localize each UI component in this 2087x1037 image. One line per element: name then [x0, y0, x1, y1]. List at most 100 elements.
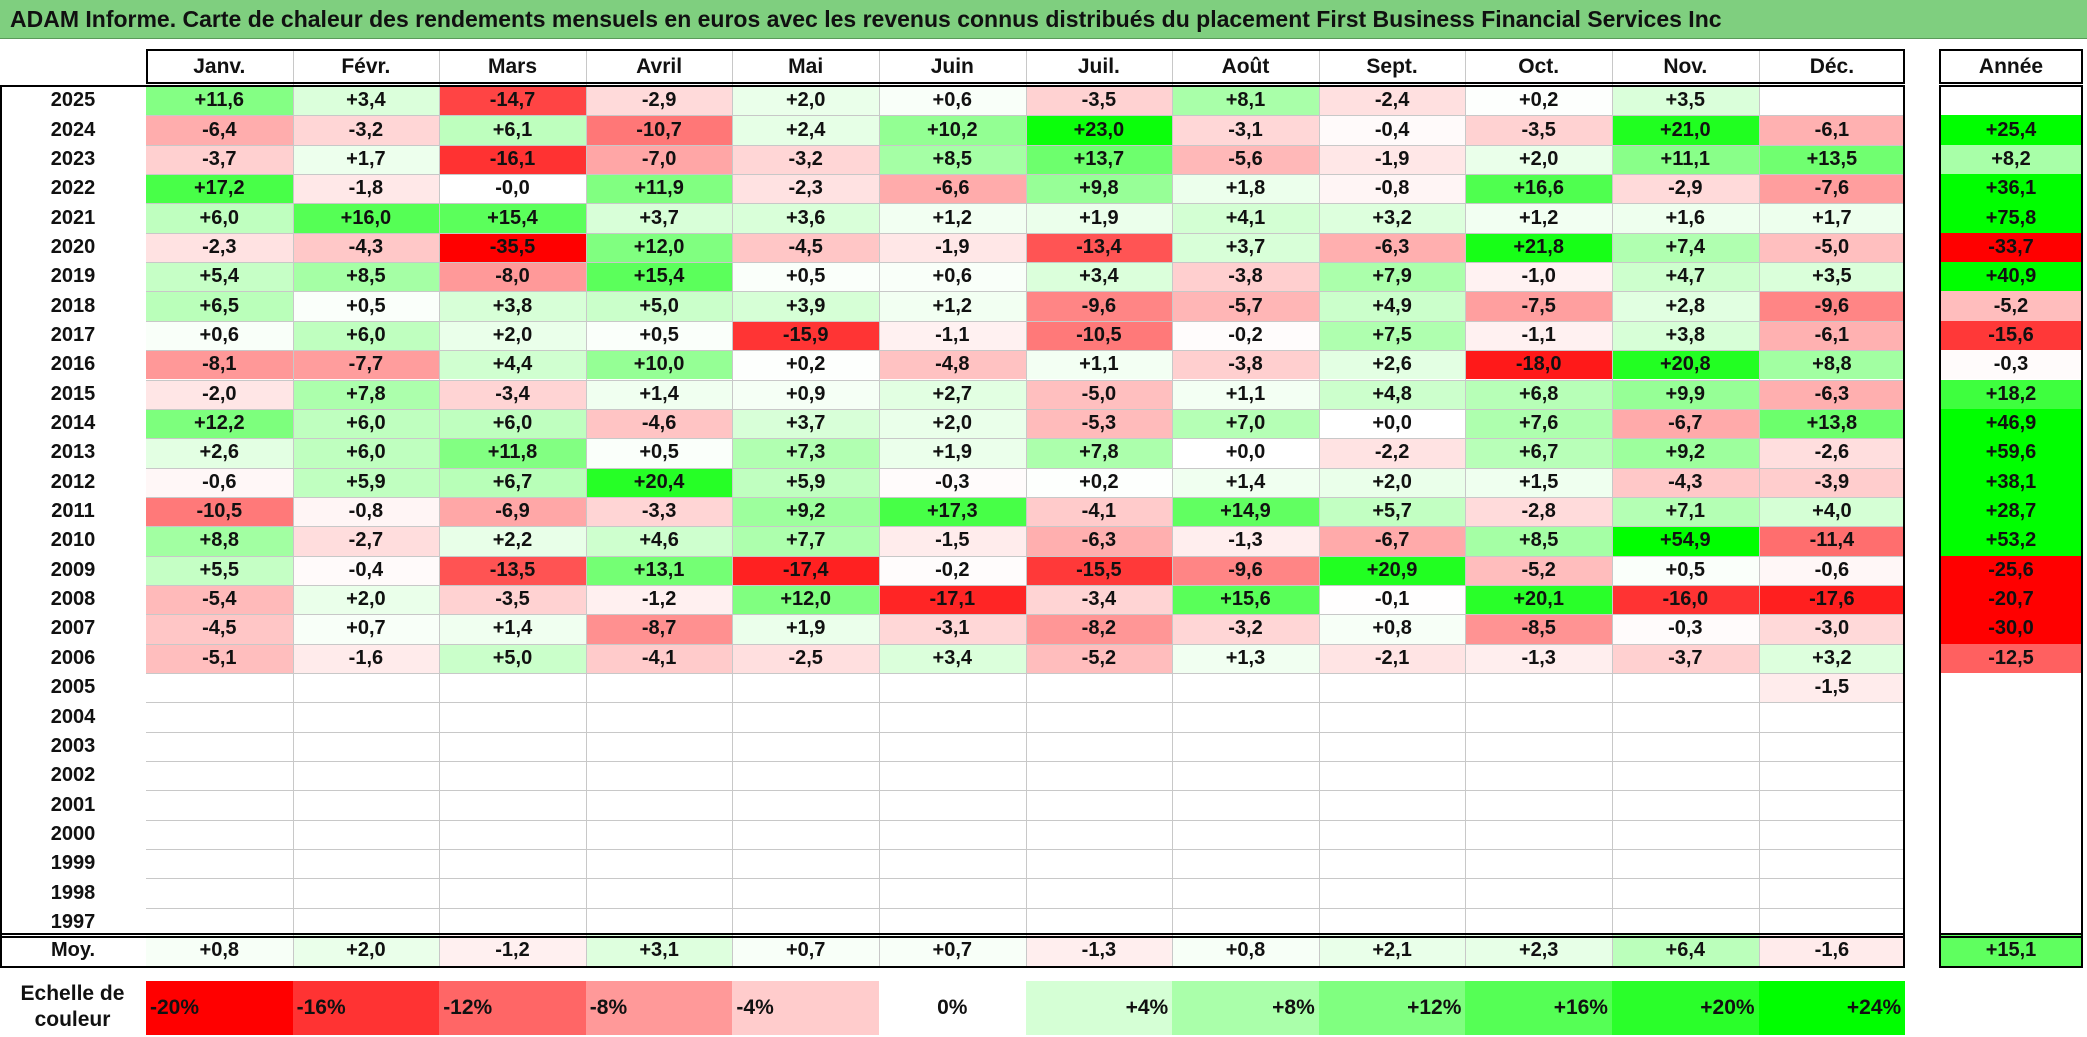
grid-line [732, 49, 733, 968]
heat-cell [732, 731, 879, 762]
heat-cell: -2,2 [1318, 438, 1466, 468]
annual-cell: -0,3 [1939, 350, 2083, 380]
annual-cell: -12,5 [1939, 643, 2083, 673]
grid-line [146, 673, 1906, 674]
heat-cell: +5,0 [439, 643, 586, 673]
heat-cell: +8,8 [146, 526, 293, 556]
grid-line [1465, 49, 1466, 968]
heat-cell [146, 731, 293, 762]
heat-cell: +8,5 [292, 262, 440, 292]
heat-cell: -1,2 [585, 584, 733, 615]
heat-cell: +1,7 [292, 144, 440, 175]
year-label: 2013 [50, 441, 96, 464]
heat-cell [732, 907, 879, 938]
heat-cell: +0,6 [879, 86, 1026, 116]
grid-line [1612, 49, 1613, 968]
heat-cell: +3,4 [879, 643, 1026, 673]
color-scale-stop: +20% [1612, 981, 1759, 1035]
grid-line [146, 732, 1906, 733]
heat-cell: +8,5 [879, 144, 1026, 175]
heat-cell: -2,4 [1318, 86, 1466, 116]
grid-line [146, 115, 1906, 116]
heat-cell: +1,4 [1172, 467, 1319, 497]
grid-line [146, 350, 1906, 351]
heat-cell [146, 819, 293, 850]
heat-cell: +2,0 [879, 408, 1026, 439]
heat-cell: +16,0 [292, 203, 440, 233]
heat-cell [1025, 849, 1173, 879]
grid-line [146, 174, 1906, 175]
heat-cell: +1,2 [1465, 203, 1612, 233]
color-scale-stop: +8% [1172, 981, 1319, 1035]
average-annual-cell: +15,1 [1939, 933, 2083, 968]
color-scale-label: Echelle de couleur [20, 981, 125, 1031]
heat-cell: +1,1 [1172, 379, 1319, 409]
heat-cell: +15,4 [585, 262, 733, 292]
year-label: 2006 [50, 646, 96, 669]
heat-cell: +4,6 [585, 526, 733, 556]
heat-cell: +0,9 [732, 379, 879, 409]
heat-cell: +1,2 [879, 291, 1026, 321]
heat-cell: -4,3 [1612, 467, 1759, 497]
year-label: 2003 [50, 734, 96, 757]
grid-line [146, 203, 1906, 204]
heat-cell [1172, 819, 1319, 850]
heat-cell: +7,0 [1172, 408, 1319, 439]
grid-line [146, 849, 1906, 850]
heat-cell [1612, 790, 1759, 820]
grid-line [879, 49, 880, 968]
year-label: 2024 [50, 118, 96, 141]
average-cell: +2,0 [292, 933, 440, 968]
heat-cell: +6,0 [292, 408, 440, 439]
heat-cell [732, 878, 879, 908]
grid-line [146, 878, 1906, 879]
annual-cell [1939, 819, 2083, 850]
heat-cell: +1,8 [1172, 174, 1319, 204]
heat-cell: -1,3 [1465, 643, 1612, 673]
heat-cell: +7,9 [1318, 262, 1466, 292]
grid-line [146, 468, 1906, 469]
heat-cell: +3,7 [1172, 232, 1319, 263]
heat-cell: -3,4 [1025, 584, 1173, 615]
heat-cell: -6,3 [1758, 379, 1906, 409]
heat-cell: +0,5 [292, 291, 440, 321]
grid-line [146, 262, 1906, 263]
heat-cell [1025, 761, 1173, 791]
annual-cell [1939, 907, 2083, 938]
heat-cell [1758, 849, 1906, 879]
heat-cell: +11,1 [1612, 144, 1759, 175]
heat-cell: -5,6 [1172, 144, 1319, 175]
heat-cell: -6,1 [1758, 115, 1906, 145]
heat-cell: +10,0 [585, 350, 733, 380]
heat-cell [879, 790, 1026, 820]
heat-cell [585, 907, 733, 938]
grid-line [146, 497, 1906, 498]
heat-cell: +6,0 [292, 320, 440, 351]
heat-cell: -4,1 [1025, 496, 1173, 527]
grid-line [146, 761, 1906, 762]
heat-cell: +2,0 [732, 86, 879, 116]
year-label: 2014 [50, 412, 96, 435]
heat-cell: -3,2 [292, 115, 440, 145]
heat-cell [879, 731, 1026, 762]
heat-cell: -6,6 [879, 174, 1026, 204]
heat-cell: -7,6 [1758, 174, 1906, 204]
heat-cell [146, 761, 293, 791]
heat-cell [1465, 761, 1612, 791]
year-label: 2009 [50, 558, 96, 581]
heat-cell: -3,7 [146, 144, 293, 175]
heat-cell [1172, 702, 1319, 732]
heat-cell: -2,8 [1465, 496, 1612, 527]
heat-cell: +0,5 [1612, 555, 1759, 585]
heat-cell: +7,5 [1318, 320, 1466, 351]
heat-cell: -7,7 [292, 350, 440, 380]
grid-line [146, 409, 1906, 410]
month-header: Janv. [193, 54, 246, 78]
heat-cell: -8,7 [585, 614, 733, 644]
heat-cell [292, 702, 440, 732]
heat-cell [1025, 878, 1173, 908]
heat-cell: +0,5 [732, 262, 879, 292]
heat-cell: -0,2 [1172, 320, 1319, 351]
heat-cell: +6,8 [1465, 379, 1612, 409]
heat-cell: -13,4 [1025, 232, 1173, 263]
